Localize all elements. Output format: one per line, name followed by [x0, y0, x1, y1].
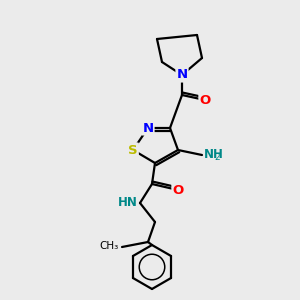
Text: O: O [200, 94, 211, 106]
Text: S: S [128, 143, 138, 157]
Text: HN: HN [118, 196, 138, 208]
Text: O: O [172, 184, 184, 196]
Text: N: N [176, 68, 188, 82]
Text: NH: NH [204, 148, 224, 160]
Text: CH₃: CH₃ [100, 241, 119, 251]
Text: N: N [142, 122, 154, 134]
Text: 2: 2 [214, 152, 220, 161]
